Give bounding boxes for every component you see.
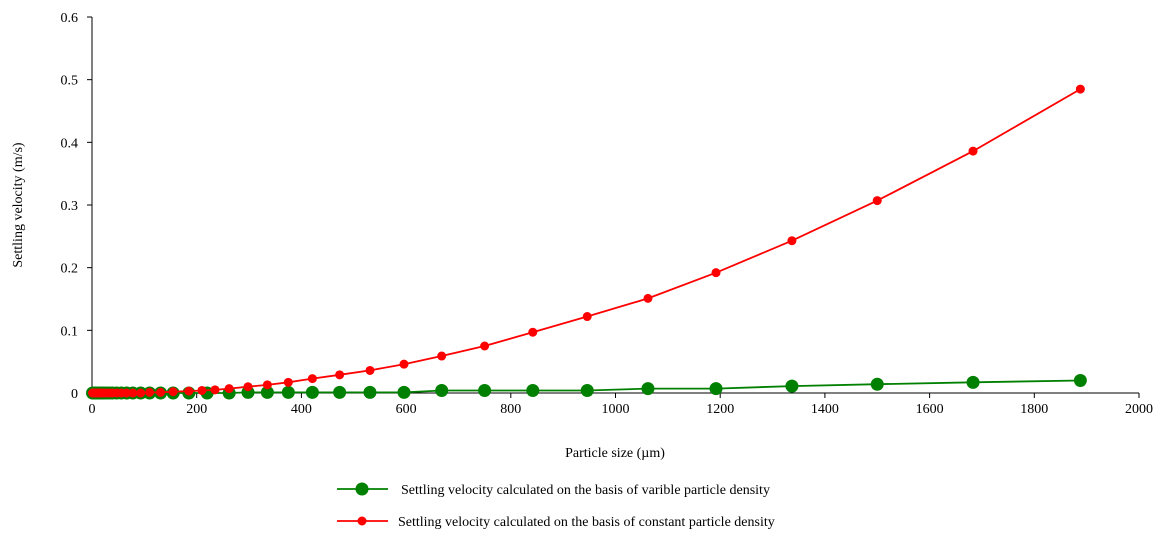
y-tick-label: 0.3	[61, 199, 79, 214]
legend-swatch-marker	[355, 482, 369, 496]
x-tick-label: 0	[89, 402, 96, 417]
x-tick-label: 800	[500, 402, 521, 417]
data-point	[526, 383, 540, 397]
data-point	[528, 327, 538, 337]
data-point	[365, 365, 375, 375]
data-point	[335, 370, 345, 380]
data-point	[136, 388, 146, 398]
data-point	[184, 386, 194, 396]
data-point	[437, 351, 447, 361]
data-point	[260, 385, 274, 399]
data-point	[968, 146, 978, 156]
y-tick-label: 0.5	[61, 74, 79, 89]
x-tick-label: 1200	[706, 402, 734, 417]
x-tick-label: 1400	[811, 402, 839, 417]
legend-swatch-marker	[357, 516, 367, 526]
y-tick-label: 0.2	[61, 262, 79, 277]
data-point	[872, 196, 882, 206]
x-tick-label: 600	[396, 402, 417, 417]
data-point	[145, 387, 155, 397]
x-axis-label: Particle size (µm)	[565, 446, 665, 461]
x-tick-label: 400	[291, 402, 312, 417]
data-point	[478, 383, 492, 397]
series-2	[88, 84, 1085, 398]
legend-label: Settling velocity calculated on the basi…	[398, 515, 775, 530]
data-point	[283, 377, 293, 387]
y-tick-label: 0.6	[61, 11, 79, 26]
data-point	[435, 383, 449, 397]
x-tick-label: 200	[186, 402, 207, 417]
data-point	[333, 385, 347, 399]
y-axis-label: Settling velocity (m/s)	[11, 142, 26, 268]
x-tick-label: 2000	[1125, 402, 1153, 417]
series-1	[86, 373, 1087, 400]
data-point	[785, 379, 799, 393]
axes: 0 200 400 600 800 1000 1200 1400 1600 1800 2000 0 0.…	[61, 11, 1154, 417]
x-tick-label: 1800	[1020, 402, 1048, 417]
legend-item: Settling velocity calculated on the basi…	[337, 515, 775, 530]
x-tick-label: 1000	[602, 402, 630, 417]
data-point	[870, 377, 884, 391]
plot-area	[86, 84, 1087, 400]
data-point	[966, 375, 980, 389]
y-tick-label: 0.1	[61, 324, 79, 339]
x-tick-label: 1600	[916, 402, 944, 417]
data-point	[224, 384, 234, 394]
data-point	[397, 385, 411, 399]
data-point	[709, 382, 723, 396]
data-point	[582, 312, 592, 322]
data-point	[243, 382, 253, 392]
series-line	[92, 88, 1081, 394]
data-point	[197, 385, 207, 395]
data-point	[305, 385, 319, 399]
legend: Settling velocity calculated on the basi…	[337, 482, 775, 530]
data-point	[262, 380, 272, 390]
data-point	[168, 387, 178, 397]
data-point	[210, 385, 220, 395]
data-point	[480, 341, 490, 351]
data-point	[363, 385, 377, 399]
data-point	[128, 388, 138, 398]
data-point	[641, 382, 655, 396]
data-point	[399, 359, 409, 369]
legend-label: Settling velocity calculated on the basi…	[401, 483, 770, 498]
y-tick-label: 0.4	[61, 136, 79, 151]
data-point	[643, 293, 653, 303]
data-point	[1075, 84, 1085, 94]
data-point	[307, 374, 317, 384]
data-point	[281, 385, 295, 399]
data-point	[156, 387, 166, 397]
legend-item: Settling velocity calculated on the basi…	[337, 482, 770, 498]
data-point	[711, 268, 721, 278]
data-point	[787, 236, 797, 246]
data-point	[122, 388, 132, 398]
data-point	[1073, 373, 1087, 387]
data-point	[580, 383, 594, 397]
y-tick-label: 0	[71, 387, 78, 402]
